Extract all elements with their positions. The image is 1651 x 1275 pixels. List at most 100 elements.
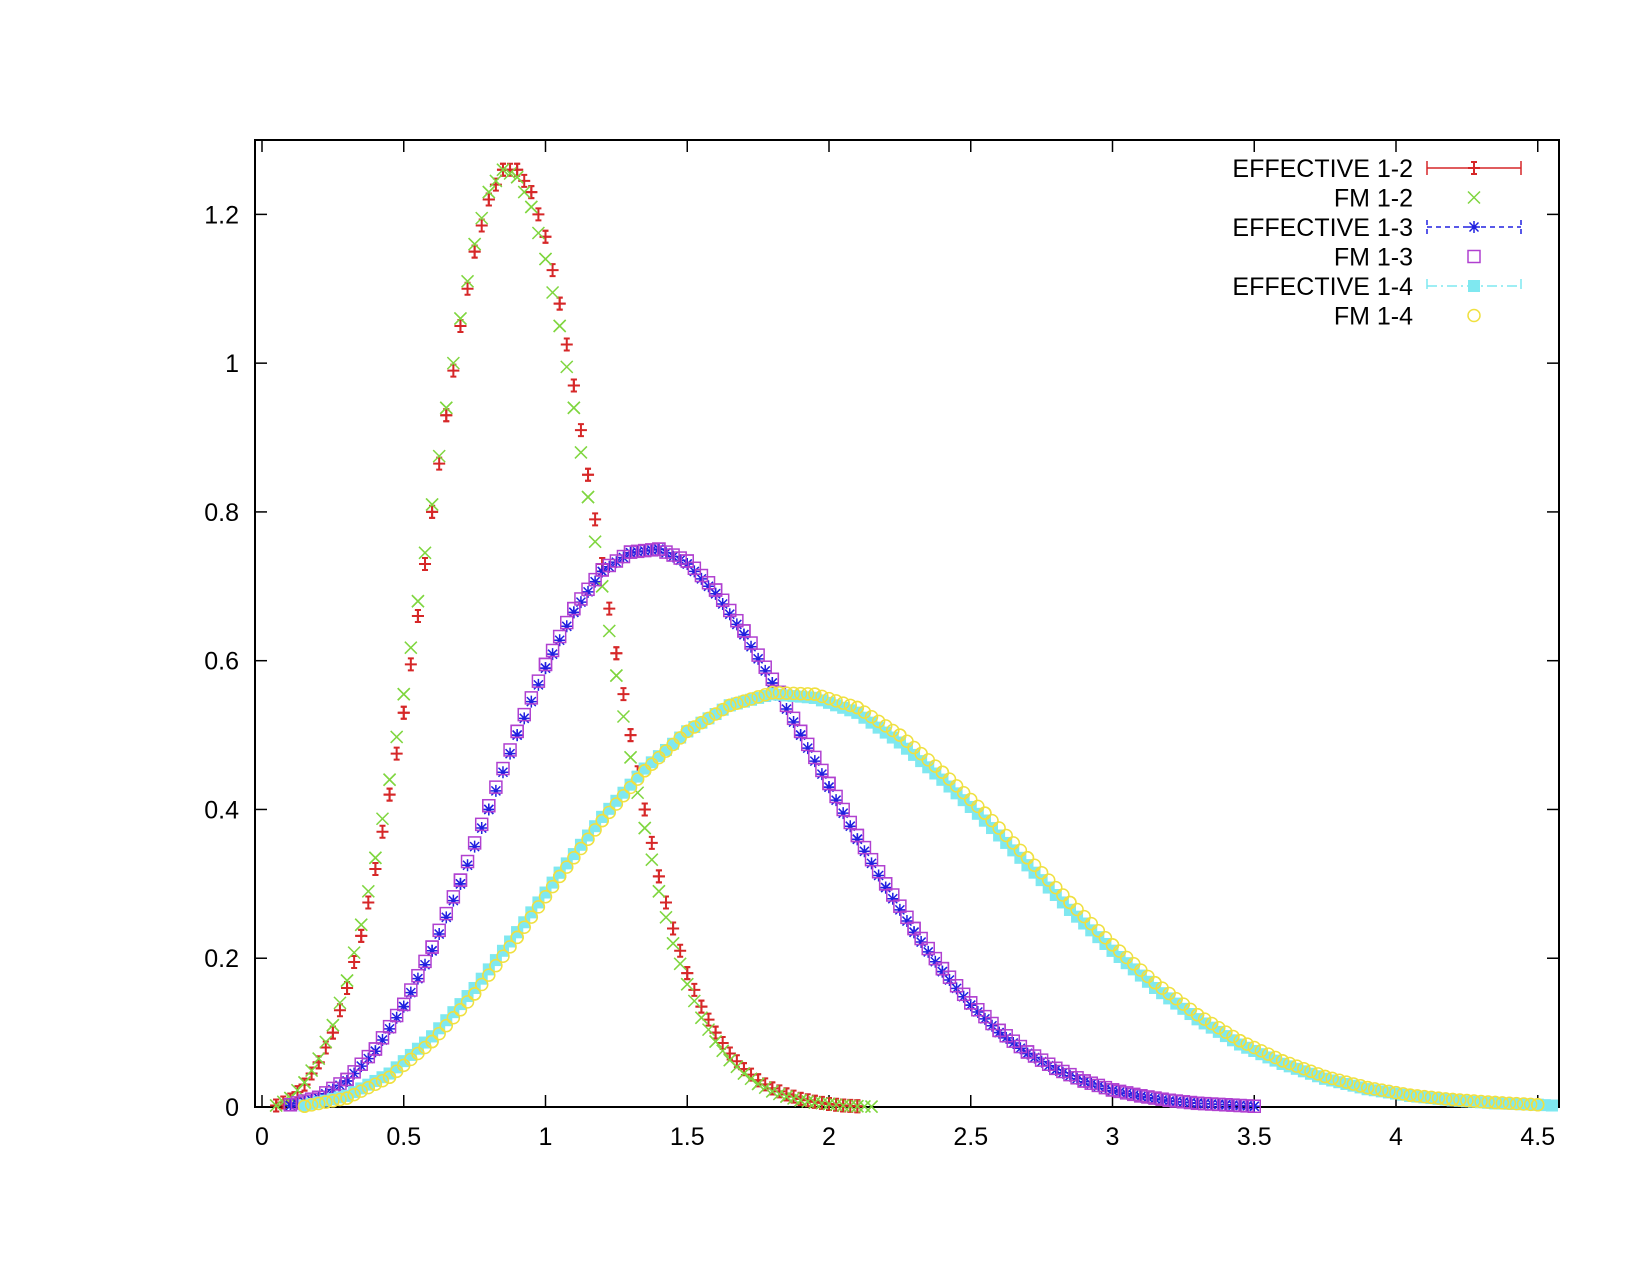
data-point (1176, 1095, 1191, 1109)
data-point (589, 512, 602, 527)
data-point (723, 603, 737, 618)
data-point (667, 550, 680, 563)
data-point (326, 1018, 340, 1032)
data-point (326, 1025, 339, 1040)
data-point (688, 982, 701, 997)
data-point (1170, 1095, 1183, 1108)
data-point (468, 244, 481, 259)
data-point (1119, 1086, 1134, 1100)
data-point (1091, 1078, 1106, 1093)
data-point (524, 200, 538, 214)
data-point (567, 606, 580, 619)
legend-item: FM 1-4 (1334, 303, 1481, 331)
data-point (716, 1044, 730, 1058)
data-point (616, 549, 631, 564)
data-point (504, 162, 517, 177)
y-tick-label: 1 (225, 350, 239, 378)
data-point (765, 672, 780, 687)
data-point (652, 543, 665, 556)
data-point (871, 865, 886, 879)
data-point (596, 565, 609, 578)
data-point (659, 545, 673, 559)
x-tick-label: 2 (822, 1123, 836, 1151)
data-point (914, 931, 928, 946)
data-point (511, 729, 524, 742)
data-point (404, 983, 418, 997)
data-point (971, 799, 985, 814)
data-point (879, 881, 892, 894)
data-point (375, 812, 390, 826)
data-point (553, 319, 567, 333)
data-point (702, 580, 715, 593)
data-point (985, 1016, 999, 1031)
y-tick-label: 0.2 (204, 945, 239, 973)
data-point (772, 686, 787, 700)
data-point (609, 554, 624, 568)
data-point (511, 162, 524, 177)
y-tick-label: 0 (225, 1094, 239, 1122)
data-point (419, 958, 432, 971)
data-point (404, 657, 417, 672)
plot-frame (254, 139, 1560, 1108)
data-point (319, 1087, 332, 1100)
data-point (1149, 1092, 1162, 1105)
legend-item: EFFECTIVE 1-4 (1232, 273, 1522, 301)
data-point (701, 711, 716, 726)
data-point (886, 888, 900, 902)
data-point (737, 1062, 750, 1077)
data-point (460, 854, 475, 869)
data-point (1197, 1012, 1212, 1026)
data-point (574, 445, 588, 459)
data-point (1212, 1098, 1225, 1111)
data-point (446, 356, 460, 370)
y-tick-label: 0.6 (204, 648, 239, 676)
data-point (426, 504, 439, 519)
data-point (1318, 1069, 1332, 1084)
data-point (793, 686, 808, 701)
data-point (439, 906, 454, 921)
data-point (341, 1074, 354, 1087)
data-point (709, 1035, 723, 1049)
legend-label: EFFECTIVE 1-4 (1232, 273, 1413, 301)
data-point (687, 561, 702, 576)
data-point (539, 662, 552, 675)
data-point (1077, 1074, 1091, 1088)
data-point (582, 585, 595, 598)
data-point (524, 691, 539, 705)
data-point (617, 687, 630, 702)
legend-item: EFFECTIVE 1-2 (1232, 155, 1522, 183)
data-point (560, 860, 574, 874)
data-point (546, 876, 559, 889)
data-point (361, 1049, 376, 1064)
data-point (454, 877, 467, 890)
data-point (1254, 1044, 1269, 1058)
data-point (355, 1060, 368, 1073)
data-point (709, 587, 722, 600)
data-point (638, 544, 651, 557)
data-point (460, 995, 475, 1009)
data-point (1204, 1016, 1219, 1031)
x-tick-label: 1 (539, 1123, 553, 1151)
data-point (361, 884, 375, 898)
y-tick-label: 1.2 (204, 201, 239, 229)
data-point (645, 853, 659, 867)
data-point (864, 1100, 879, 1114)
data-point (340, 1091, 354, 1105)
data-point (1021, 1047, 1034, 1060)
data-point (1474, 1094, 1488, 1109)
data-point (439, 401, 453, 415)
data-point (1112, 1084, 1127, 1099)
data-point (928, 951, 943, 966)
data-point (1460, 1093, 1474, 1108)
data-point (723, 1046, 736, 1061)
data-point (1169, 1094, 1184, 1108)
data-point (666, 548, 680, 562)
data-point (681, 966, 694, 981)
data-point (517, 185, 531, 199)
data-point (489, 784, 502, 797)
data-point (942, 772, 957, 786)
data-point (1304, 1064, 1318, 1079)
data-point (538, 889, 553, 904)
data-point (971, 1005, 984, 1018)
data-point (922, 945, 935, 958)
